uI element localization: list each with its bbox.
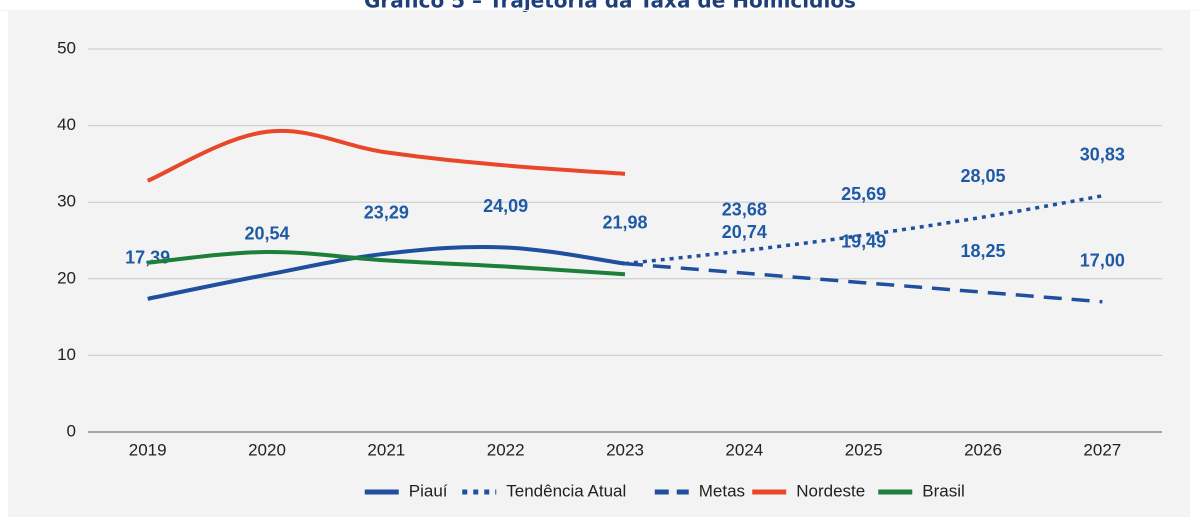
data-label: 17,39: [125, 248, 170, 268]
x-tick-label: 2021: [367, 440, 405, 459]
y-tick-label: 10: [57, 345, 76, 364]
data-label: 19,49: [841, 231, 886, 251]
x-tick-label: 2027: [1083, 440, 1121, 459]
x-tick-label: 2024: [725, 440, 763, 459]
series-line: [147, 249, 626, 277]
data-label: 23,29: [364, 202, 409, 222]
legend-label: Piauí: [409, 481, 448, 500]
data-label: 28,05: [960, 166, 1005, 186]
data-label: 21,98: [602, 212, 647, 232]
legend-label: Brasil: [922, 481, 965, 500]
data-label: 17,00: [1080, 251, 1125, 271]
y-tick-label: 40: [57, 115, 76, 134]
data-label: 20,74: [722, 222, 767, 242]
panel: [8, 10, 1190, 517]
data-label: 25,69: [841, 184, 886, 204]
legend-label: Tendência Atual: [506, 481, 626, 500]
x-tick-label: 2023: [606, 440, 644, 459]
legend-label: Nordeste: [796, 481, 865, 500]
series-line: [146, 128, 626, 183]
y-tick-label: 0: [67, 421, 76, 440]
series-line: [624, 194, 1103, 266]
y-tick-label: 20: [57, 268, 76, 287]
data-label: 30,83: [1080, 145, 1125, 165]
x-tick-label: 2026: [964, 440, 1002, 459]
legend-label: Metas: [699, 481, 745, 500]
x-tick-label: 2025: [845, 440, 883, 459]
series-line: [624, 261, 1103, 304]
data-label: 20,54: [244, 223, 289, 243]
x-tick-label: 2022: [487, 440, 525, 459]
data-label: 18,25: [960, 241, 1005, 261]
data-label: 24,09: [483, 196, 528, 216]
y-tick-label: 50: [57, 38, 76, 57]
chart-title: Gráfico 5 – Trajetória da Taxa de Homicí…: [364, 0, 856, 13]
title-strip: [0, 0, 1198, 10]
panel-edge: [0, 10, 1198, 11]
series-line: [147, 244, 626, 301]
x-tick-label: 2020: [248, 440, 286, 459]
x-tick-label: 2019: [129, 440, 167, 459]
y-tick-label: 30: [57, 192, 76, 211]
data-label: 23,68: [722, 199, 767, 219]
